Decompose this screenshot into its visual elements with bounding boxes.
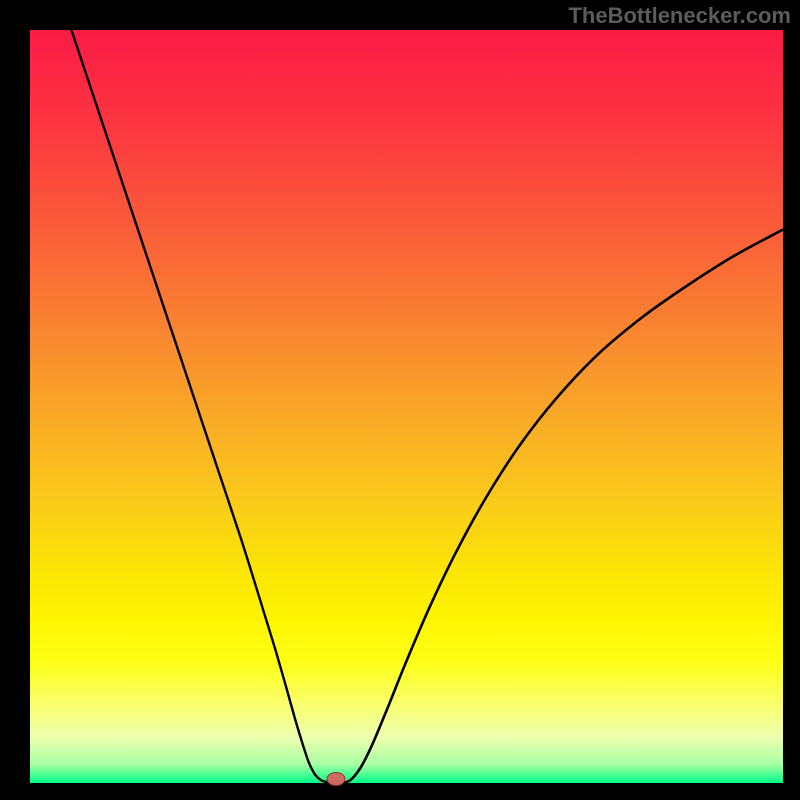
chart-plot-area xyxy=(30,30,783,783)
chart-frame: TheBottlenecker.com xyxy=(0,0,800,800)
curve-left-branch xyxy=(71,30,327,782)
curve-right-branch xyxy=(346,230,783,783)
watermark-text: TheBottlenecker.com xyxy=(568,3,791,29)
curve-minimum-marker xyxy=(325,771,347,788)
chart-svg xyxy=(30,30,783,783)
